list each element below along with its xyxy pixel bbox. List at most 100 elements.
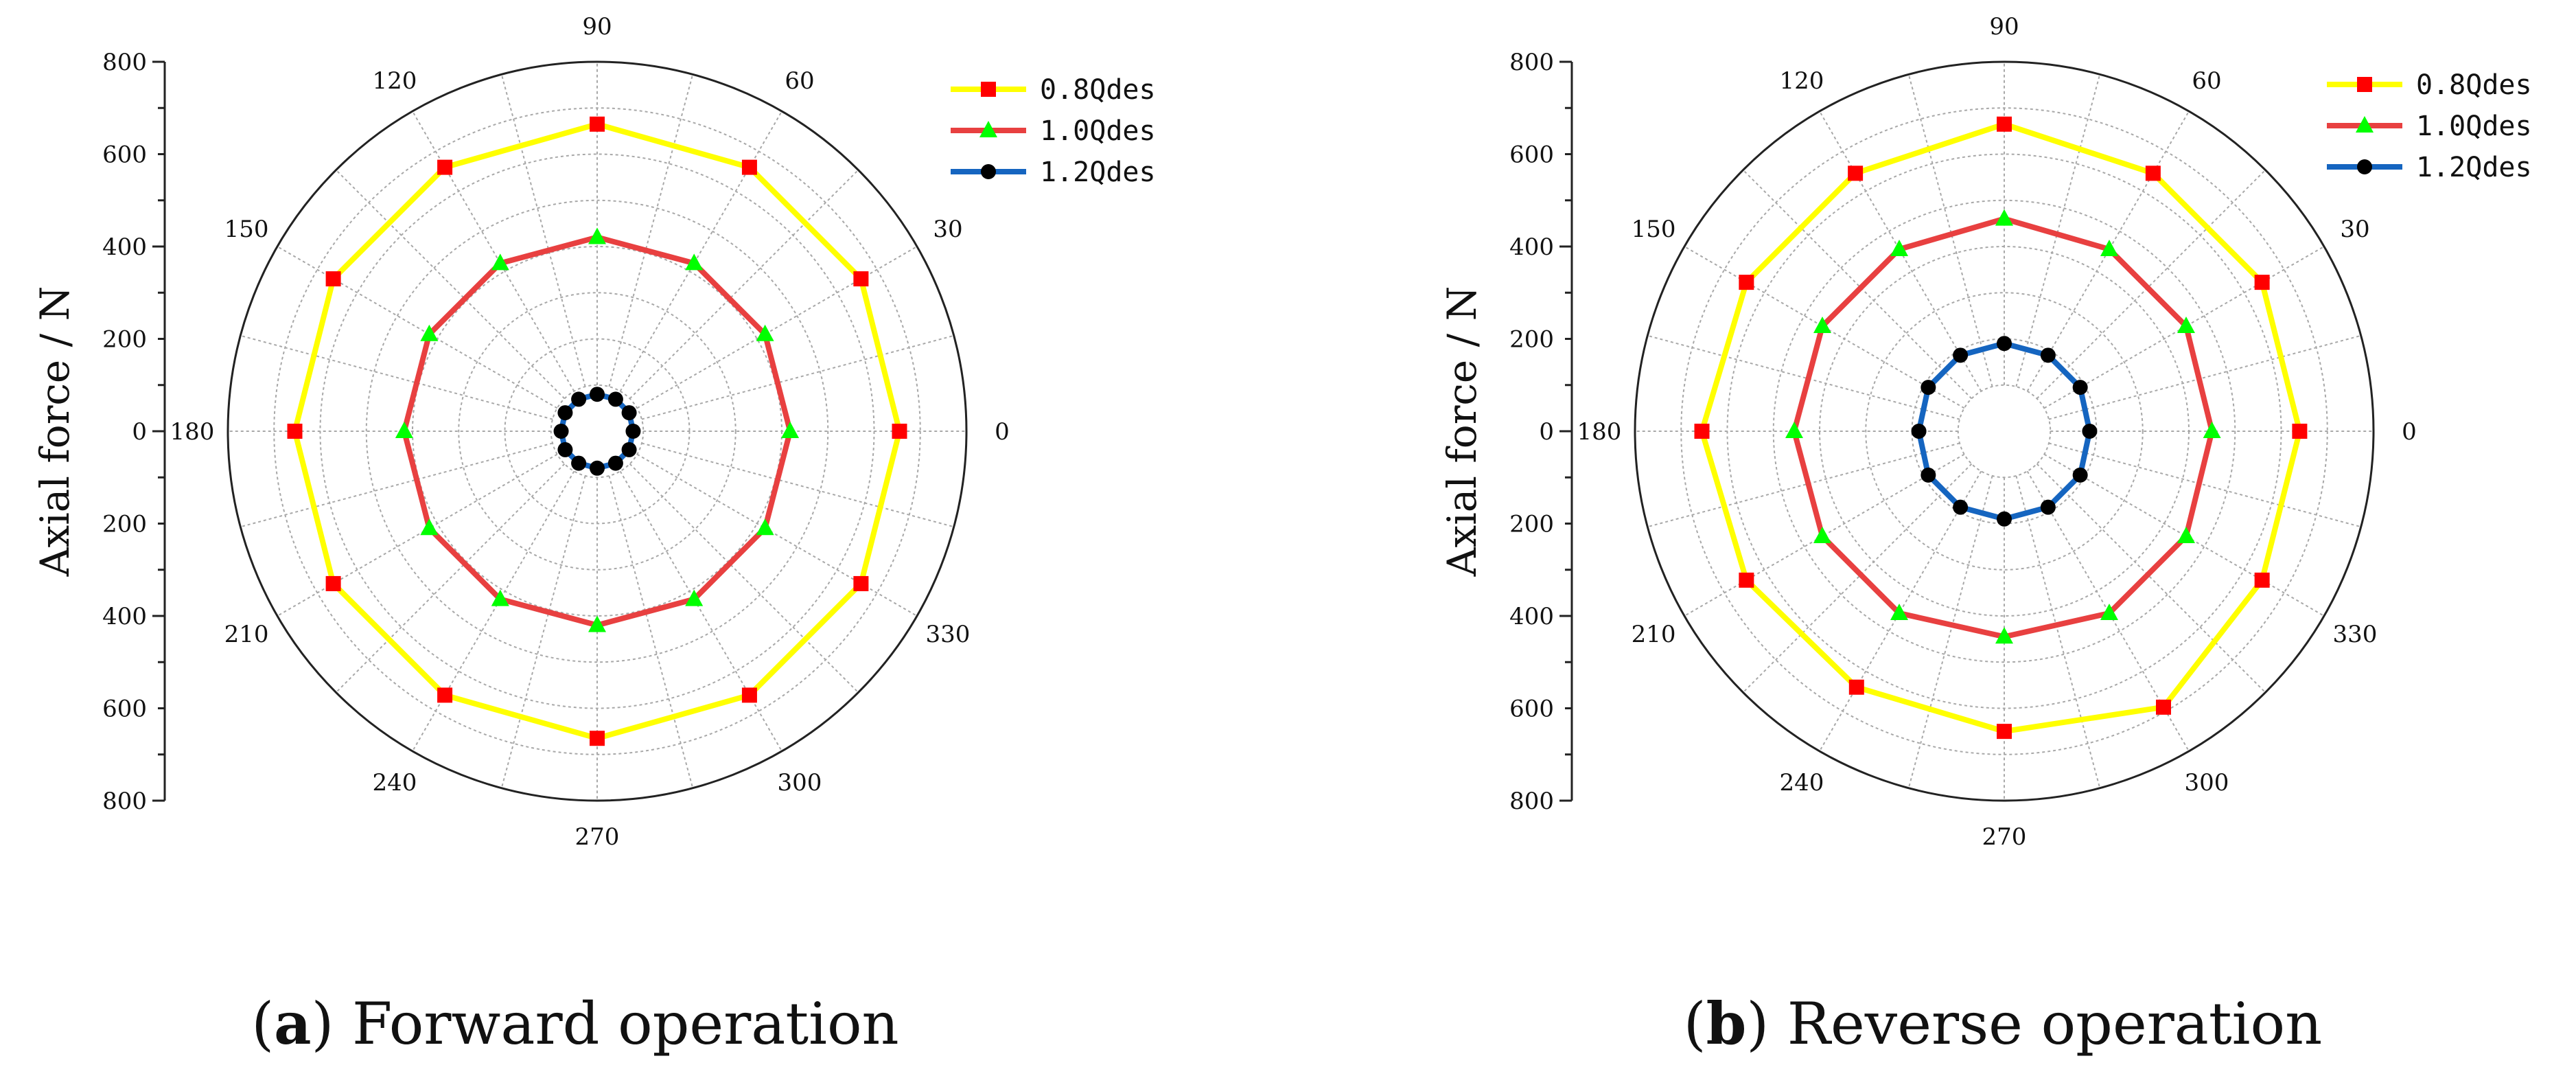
data-point — [395, 422, 413, 438]
data-point — [1997, 116, 2012, 132]
angle-label: 180 — [1577, 418, 1622, 446]
angle-label: 300 — [778, 769, 822, 797]
grid-circle — [1772, 199, 2236, 663]
grid-circle — [273, 107, 921, 755]
data-point — [1953, 347, 1969, 363]
data-point — [571, 391, 587, 407]
grid-spoke — [1907, 74, 1993, 387]
data-point — [2254, 572, 2270, 588]
data-point — [1911, 424, 1927, 439]
axis-tick-label: 800 — [1509, 788, 1554, 815]
legend-label: 1.2Qdes — [1040, 157, 1156, 188]
data-point — [1848, 679, 1864, 695]
data-point — [2040, 499, 2056, 515]
data-point — [741, 687, 757, 703]
grid-spoke — [277, 246, 558, 409]
grid-spoke — [240, 442, 553, 528]
legend-marker — [2357, 77, 2372, 92]
axis-tick-label: 800 — [102, 788, 147, 815]
axis-tick-label: 0 — [132, 418, 147, 446]
axis-tick-label: 600 — [102, 141, 147, 169]
data-point — [590, 116, 605, 132]
data-point — [590, 731, 605, 746]
data-point — [756, 518, 774, 536]
angle-label: 330 — [2333, 621, 2378, 648]
axis-tick-label: 0 — [1539, 418, 1554, 446]
data-point — [1848, 165, 1864, 181]
outer-circle — [227, 60, 968, 802]
data-point — [685, 589, 704, 606]
grid — [1635, 62, 2374, 801]
angle-label: 240 — [1780, 769, 1824, 797]
data-point — [2145, 165, 2161, 181]
grid-spoke — [608, 74, 694, 387]
grid-spoke — [1647, 442, 1960, 528]
axis-tick-label: 600 — [1509, 141, 1554, 169]
data-point — [325, 575, 341, 591]
caption-paren: ) — [1746, 990, 1787, 1057]
grid-spoke — [1907, 475, 1993, 788]
data-point — [553, 424, 569, 439]
panel-caption: (b) Reverse operation — [1684, 989, 2322, 1057]
legend-label: 1.0Qdes — [2416, 111, 2532, 142]
angle-label: 30 — [933, 216, 962, 243]
data-point — [437, 159, 453, 175]
grid-circle — [365, 199, 829, 663]
series-line — [1791, 216, 2215, 640]
data-point — [1813, 526, 1832, 543]
data-point — [590, 387, 605, 402]
data-point — [1995, 627, 2013, 644]
series-line — [558, 391, 636, 471]
angle-label: 210 — [1632, 621, 1676, 648]
grid-spoke — [2036, 463, 2266, 694]
legend: 0.8Qdes 1.0Qdes 1.2Qdes — [2327, 69, 2532, 183]
axis-tick-label: 600 — [102, 696, 147, 723]
axis-tick-label: 200 — [1509, 326, 1554, 354]
y-axis-label: Axial force / N — [1439, 286, 1485, 577]
angle-label: 180 — [170, 418, 215, 446]
legend-label: 1.0Qdes — [1040, 115, 1156, 147]
grid-spoke — [240, 334, 553, 420]
angle-label: 300 — [2185, 769, 2229, 797]
grid-spoke — [335, 169, 566, 400]
angle-label: 0 — [995, 418, 1010, 446]
data-point — [1997, 511, 2012, 527]
caption-paren: ( — [251, 990, 274, 1057]
grid-circle — [458, 292, 736, 571]
data-point — [2292, 424, 2308, 439]
data-point — [2100, 240, 2118, 257]
data-point — [2203, 422, 2221, 438]
data-point — [853, 575, 869, 591]
data-point — [2254, 275, 2270, 290]
series-0.8Qdes — [1694, 116, 2308, 740]
axis-tick-label: 200 — [1509, 511, 1554, 538]
legend: 0.8Qdes 1.0Qdes 1.2Qdes — [951, 74, 1156, 188]
grid-spoke — [412, 111, 575, 392]
grid-spoke — [2015, 475, 2101, 788]
legend-label: 1.2Qdes — [2416, 152, 2532, 183]
radial-axis: 800 600 400 200 0 200 400 600 800 — [102, 49, 166, 815]
panel-caption: (a) Forward operation — [251, 989, 898, 1057]
angle-label: 60 — [785, 67, 814, 95]
legend-marker — [981, 82, 996, 97]
angle-label: 210 — [224, 621, 269, 648]
data-point — [1997, 724, 2012, 740]
axis-tick-label: 400 — [102, 603, 147, 630]
data-point — [287, 424, 303, 439]
legend-label: 0.8Qdes — [1040, 74, 1156, 106]
data-point — [420, 324, 439, 341]
angle-label: 330 — [926, 621, 971, 648]
data-point — [1890, 240, 1909, 257]
angle-label: 270 — [575, 823, 620, 851]
data-point — [2072, 380, 2088, 396]
grid-spoke — [629, 463, 859, 694]
data-point — [1785, 422, 1804, 438]
grid-spoke — [1742, 463, 1973, 694]
data-point — [2156, 699, 2172, 715]
angle-label: 150 — [1632, 216, 1676, 243]
grid-spoke — [641, 442, 954, 528]
series-1.2Qdes — [1911, 336, 2098, 527]
grid-spoke — [2036, 169, 2266, 400]
data-point — [491, 253, 509, 271]
